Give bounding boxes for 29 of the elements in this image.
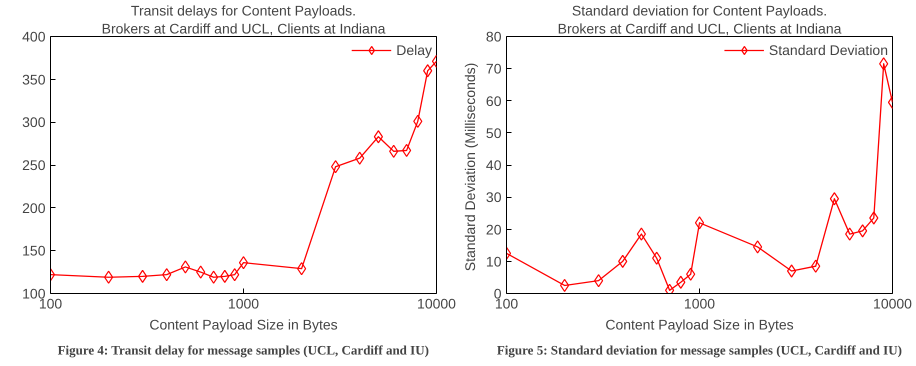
caption: Figure 4: Transit delay for message samples (UCL, Cardiff and IU) [58, 342, 429, 358]
y-tick-label: 50 [486, 124, 502, 141]
x-tick-label: 1000 [684, 296, 716, 312]
y-tick-label: 60 [486, 92, 502, 109]
y-tick-label: 30 [486, 189, 502, 206]
y-tick-label: 10 [486, 253, 502, 270]
x-axis-title: Content Payload Size in Bytes [149, 316, 338, 332]
x-tick-label: 10000 [417, 296, 456, 312]
x-tick-label: 10000 [873, 296, 912, 312]
legend-label: Delay [396, 42, 432, 58]
y-tick-label: 350 [22, 71, 46, 88]
x-tick-label: 1000 [228, 296, 260, 312]
chart-title: Standard deviation for Content Payloads. [572, 2, 828, 18]
chart-subtitle: Brokers at Cardiff and UCL, Clients at Indiana [102, 20, 386, 36]
y-tick-label: 80 [486, 28, 502, 44]
chart-subtitle: Brokers at Cardiff and UCL, Clients at Indiana [558, 20, 842, 36]
x-axis-title: Content Payload Size in Bytes [605, 316, 794, 332]
caption: Figure 5: Standard deviation for message samples (UCL, Cardiff and IU) [496, 342, 902, 358]
legend-label: Standard Deviation [768, 42, 888, 58]
y-tick-label: 40 [486, 157, 502, 173]
y-tick-label: 150 [22, 242, 46, 259]
y-tick-label: 70 [486, 60, 502, 77]
y-axis-title: Standard Deviation (Milliseconds) [462, 62, 478, 272]
y-tick-label: 400 [22, 28, 46, 44]
y-tick-label: 300 [22, 114, 46, 130]
y-tick-label: 250 [22, 157, 46, 173]
y-tick-label: 200 [22, 200, 46, 216]
y-tick-label: 20 [486, 221, 502, 238]
chart-title: Transit delays for Content Payloads. [130, 2, 356, 18]
